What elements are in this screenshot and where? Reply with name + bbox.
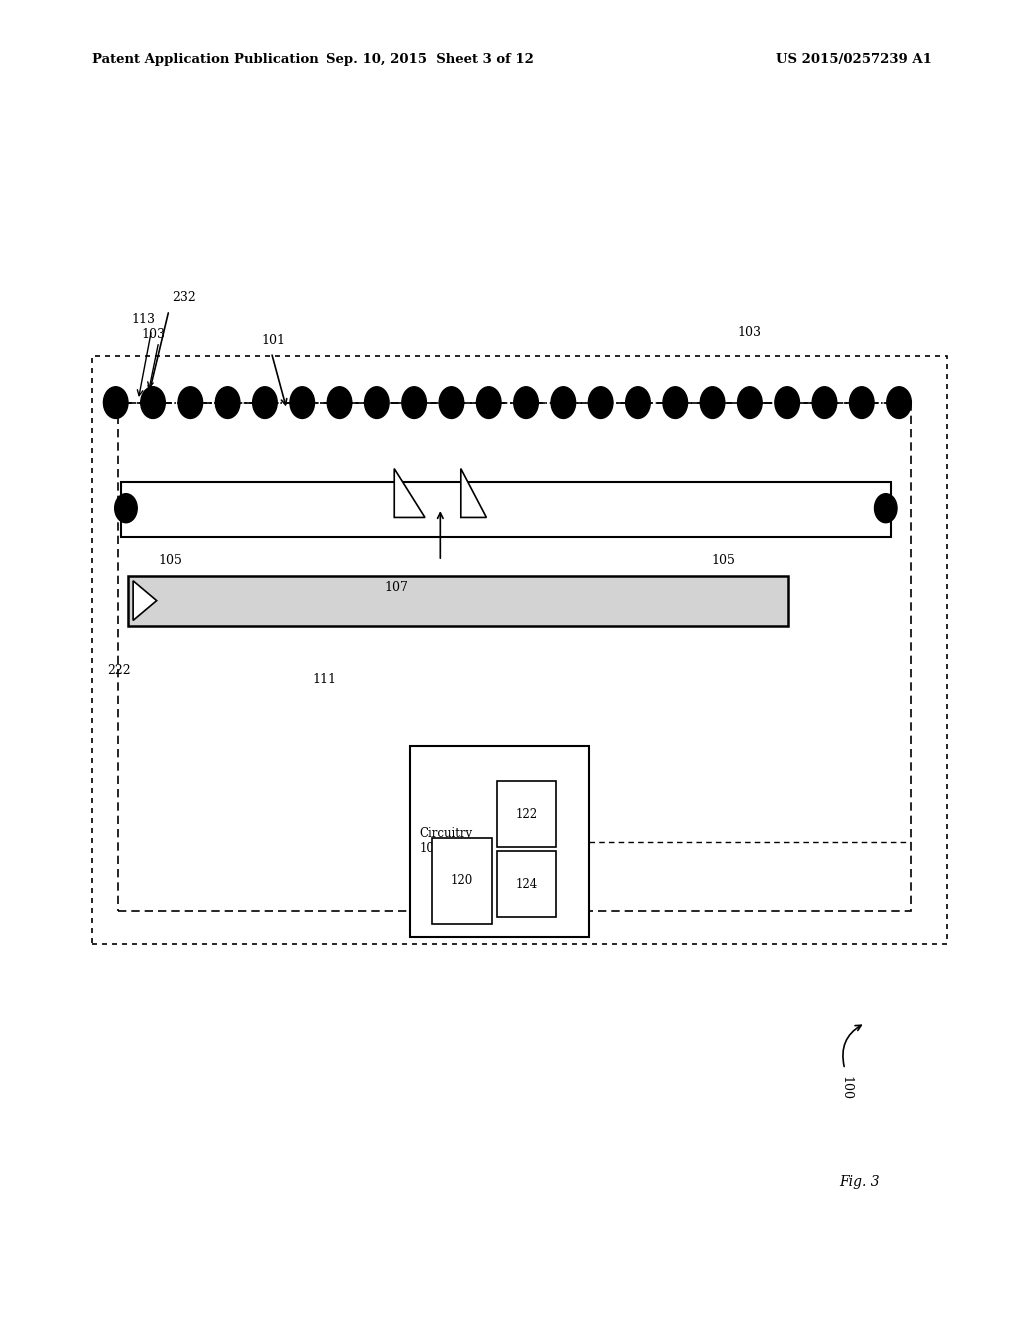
Circle shape [812,387,837,418]
Circle shape [589,387,613,418]
Circle shape [775,387,800,418]
Text: US 2015/0257239 A1: US 2015/0257239 A1 [776,53,932,66]
Circle shape [551,387,575,418]
FancyBboxPatch shape [410,746,589,937]
Text: 111: 111 [312,673,336,686]
Circle shape [514,387,539,418]
Circle shape [874,494,897,523]
FancyBboxPatch shape [121,482,891,537]
Circle shape [401,387,426,418]
Circle shape [700,387,725,418]
Circle shape [476,387,501,418]
Circle shape [850,387,874,418]
Text: Fig. 3: Fig. 3 [840,1175,881,1189]
Text: 105: 105 [712,554,735,568]
Polygon shape [133,581,157,620]
Text: 101: 101 [261,334,285,347]
FancyBboxPatch shape [497,781,556,847]
Circle shape [439,387,464,418]
Text: 103: 103 [141,327,165,341]
Text: 120: 120 [451,874,473,887]
Text: Patent Application Publication: Patent Application Publication [92,53,318,66]
Circle shape [290,387,314,418]
Polygon shape [461,469,486,517]
Text: 222: 222 [108,664,131,677]
FancyBboxPatch shape [128,576,788,626]
Text: 124: 124 [515,878,538,891]
Circle shape [663,387,687,418]
Circle shape [328,387,352,418]
Text: Sep. 10, 2015  Sheet 3 of 12: Sep. 10, 2015 Sheet 3 of 12 [326,53,535,66]
Text: 113: 113 [131,313,155,326]
Circle shape [178,387,203,418]
Circle shape [115,494,137,523]
Circle shape [887,387,911,418]
Text: Circuitry
109: Circuitry 109 [420,828,473,855]
Text: 107: 107 [384,581,408,594]
FancyBboxPatch shape [497,851,556,917]
Circle shape [737,387,762,418]
Polygon shape [394,469,425,517]
Text: 105: 105 [159,554,182,568]
Text: 100: 100 [840,1076,853,1100]
Circle shape [365,387,389,418]
Circle shape [626,387,650,418]
Text: 103: 103 [737,326,761,339]
Circle shape [140,387,165,418]
Circle shape [103,387,128,418]
Circle shape [215,387,240,418]
FancyBboxPatch shape [432,838,492,924]
Text: 122: 122 [515,808,538,821]
Text: 232: 232 [172,290,196,304]
Circle shape [253,387,278,418]
